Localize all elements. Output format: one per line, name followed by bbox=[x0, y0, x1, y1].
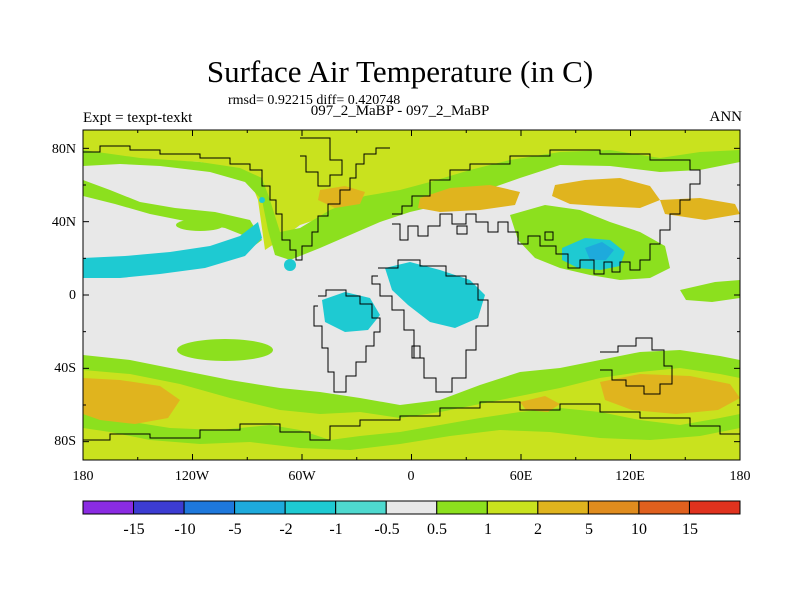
colorbar-label: -1 bbox=[329, 521, 342, 538]
colorbar-box bbox=[688, 500, 741, 515]
lat-tick-label: 80S bbox=[54, 434, 76, 449]
north-pacific-cyan-tongue bbox=[83, 222, 262, 278]
lon-tick-label: 60W bbox=[288, 469, 316, 484]
small-cyan-spot bbox=[259, 197, 265, 203]
colorbar-label: -10 bbox=[174, 521, 195, 538]
chart-title: Surface Air Temperature (in C) bbox=[206, 54, 594, 89]
africa-cyan-region bbox=[385, 262, 485, 328]
colorbar-box bbox=[335, 500, 387, 515]
canada-orange-patch bbox=[318, 186, 365, 208]
asia-deep-cyan-spot bbox=[585, 242, 614, 260]
colorbar-box bbox=[284, 500, 337, 515]
pacific-green-blob bbox=[176, 219, 224, 231]
south-indian-orange-patch bbox=[600, 374, 740, 414]
eurasia-coast bbox=[392, 149, 701, 275]
colorbar-box bbox=[385, 500, 438, 515]
lat-tick-label: 40S bbox=[54, 361, 76, 376]
colorbar-box bbox=[82, 500, 135, 515]
colorbar-label: 15 bbox=[682, 521, 698, 538]
lat-tick-label: 0 bbox=[69, 288, 76, 303]
arctic-yellow-strip bbox=[83, 130, 740, 146]
coastlines bbox=[83, 137, 740, 441]
colorbar-box bbox=[183, 500, 236, 515]
north-america-coast bbox=[83, 145, 390, 261]
colorbar-box bbox=[234, 500, 286, 515]
island-outline bbox=[544, 231, 554, 241]
lat-tick-label: 40N bbox=[52, 215, 76, 230]
colorbar-box bbox=[638, 500, 690, 515]
colorbar-label: -5 bbox=[228, 521, 241, 538]
siberia-orange-patch bbox=[418, 185, 520, 212]
map-field bbox=[83, 130, 740, 460]
asia-orange-patch bbox=[552, 178, 660, 208]
colorbar-label: 0.5 bbox=[427, 521, 447, 538]
west-pacific-green-blob bbox=[680, 280, 740, 302]
lon-tick-label: 0 bbox=[408, 469, 415, 484]
colorbar-box bbox=[486, 500, 539, 515]
colorbar-box bbox=[133, 500, 185, 515]
south-pacific-orange-patch bbox=[83, 378, 180, 424]
lon-tick-label: 180 bbox=[730, 469, 751, 484]
australia-coast bbox=[600, 337, 673, 395]
axis-ticks bbox=[82, 130, 741, 460]
south-america-coast bbox=[313, 289, 381, 393]
africa-coast bbox=[371, 259, 489, 393]
antarctica-coast bbox=[83, 401, 740, 441]
antarctic-green-fringe bbox=[83, 408, 740, 450]
colorbar-label: 2 bbox=[534, 521, 542, 538]
colorbar-label: -0.5 bbox=[374, 521, 399, 538]
colorbar-label: -2 bbox=[279, 521, 292, 538]
south-america-cyan-region bbox=[322, 292, 380, 332]
lon-tick-label: 120W bbox=[175, 469, 210, 484]
colorbar-box bbox=[537, 500, 589, 515]
greenland-coast bbox=[300, 137, 343, 187]
madagascar-outline bbox=[411, 345, 421, 359]
central-america-cyan-spot bbox=[284, 259, 296, 271]
lat-tick-label: 80N bbox=[52, 142, 76, 157]
experiment-label: Expt = texpt-texkt bbox=[83, 110, 193, 126]
colorbar-label: 1 bbox=[484, 521, 492, 538]
colorbar-box bbox=[436, 500, 488, 515]
island-outline bbox=[456, 225, 468, 235]
chart-subtitle: 097_2_MaBP - 097_2_MaBP bbox=[310, 103, 490, 119]
north-pacific-neutral-gap bbox=[83, 196, 245, 258]
colorbar: -15 -10 -5 -2 -1 -0.5 0.5 1 2 5 10 15 bbox=[82, 500, 741, 538]
lon-tick-label: 180 bbox=[73, 469, 94, 484]
south-pacific-green-blob bbox=[177, 339, 273, 361]
southern-atlantic-orange-spot bbox=[520, 396, 560, 412]
colorbar-label: 5 bbox=[585, 521, 593, 538]
stats-text: rmsd= 0.92215 diff= 0.420748 bbox=[228, 93, 401, 108]
colorbar-label: -15 bbox=[123, 521, 144, 538]
colorbar-box bbox=[587, 500, 640, 515]
colorbar-label: 10 bbox=[631, 521, 647, 538]
lon-tick-label: 120E bbox=[615, 469, 645, 484]
season-label: ANN bbox=[709, 109, 743, 125]
lon-tick-label: 60E bbox=[510, 469, 533, 484]
